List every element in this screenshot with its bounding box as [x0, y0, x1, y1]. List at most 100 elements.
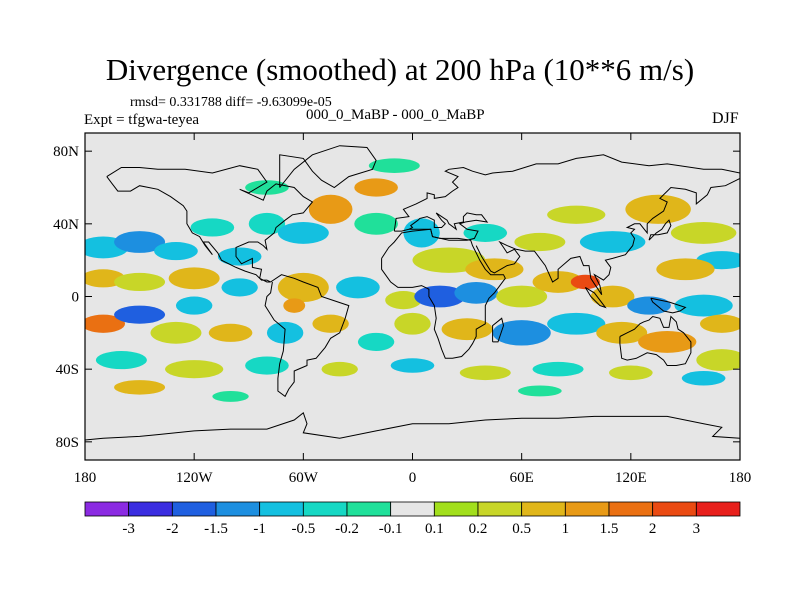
coastline-0: [106, 165, 314, 283]
coastline-6: [475, 177, 740, 295]
colorbar-label-9: 0.5: [512, 521, 531, 537]
colorbar-label-10: 1: [562, 521, 570, 537]
coastline-4: [394, 212, 489, 241]
contour-region-7: [308, 194, 353, 224]
contour-region-5: [248, 212, 286, 235]
contour-region-32: [454, 281, 499, 304]
x-tick-label-6: 180: [729, 470, 752, 486]
coastline-10: [584, 286, 607, 309]
y-tick-label-3: 40S: [56, 362, 79, 378]
coastline-1: [264, 274, 350, 398]
colorbar-swatch-10: [521, 501, 566, 517]
x-tick-label-0: 180: [74, 470, 97, 486]
coastline-5: [381, 228, 506, 359]
coastline-3: [393, 154, 740, 232]
y-tick-label-4: 80S: [56, 435, 79, 451]
colorbar-label-6: -0.1: [379, 521, 403, 537]
colorbar-label-7: 0.1: [425, 521, 444, 537]
colorbar-swatch-5: [302, 501, 348, 517]
coastline-9: [648, 219, 672, 241]
stats-label: rmsd= 0.331788 diff= -9.63099e-05: [130, 95, 332, 110]
colorbar-swatch-3: [215, 501, 261, 517]
contour-region-1: [114, 231, 166, 253]
colorbar-swatch-9: [477, 501, 523, 517]
contour-region-9: [368, 158, 420, 173]
contour-region-54: [696, 349, 740, 371]
contour-region-61: [532, 361, 584, 377]
contour-region-16: [514, 232, 566, 252]
contour-region-24: [114, 272, 166, 292]
y-tick-label-2: 0: [72, 290, 80, 306]
contour-region-51: [547, 312, 606, 335]
contour-region-12: [403, 218, 440, 248]
contour-region-57: [245, 356, 289, 375]
contour-region-42: [175, 296, 213, 315]
contour-region-4: [217, 247, 262, 266]
contour-region-3: [190, 218, 235, 237]
colorbar-label-4: -0.5: [291, 521, 315, 537]
colorbar-swatch-12: [608, 501, 654, 517]
experiment-label: Expt = tfgwa-teyea: [84, 112, 200, 128]
contour-region-20: [670, 222, 737, 244]
colorbar-swatch-7: [390, 501, 435, 517]
contour-region-44: [208, 323, 253, 342]
chart-title: Divergence (smoothed) at 200 hPa (10**6 …: [105, 52, 695, 87]
colorbar-label-1: -2: [166, 521, 179, 537]
contour-region-47: [357, 332, 395, 351]
contour-region-58: [321, 361, 358, 377]
colorbar-label-2: -1.5: [204, 521, 228, 537]
colorbar-swatch-0: [84, 501, 130, 517]
contour-region-66: [212, 390, 249, 402]
colorbar-label-12: 2: [649, 521, 657, 537]
contour-region-43: [150, 321, 202, 344]
case-label: 000_0_MaBP - 000_0_MaBP: [306, 107, 485, 123]
contour-region-30: [385, 291, 422, 310]
colorbar-swatch-2: [171, 501, 217, 517]
contour-region-56: [165, 360, 224, 379]
contour-region-65: [518, 385, 562, 397]
colorbar-swatch-6: [346, 501, 392, 517]
contour-region-52: [596, 321, 648, 344]
contour-region-39: [699, 314, 740, 333]
contour-region-55: [95, 351, 147, 370]
coastline-2: [279, 145, 377, 189]
colorbar-swatch-11: [564, 501, 610, 517]
colorbar-label-5: -0.2: [335, 521, 359, 537]
contour-region-8: [354, 178, 398, 197]
y-tick-label-1: 40N: [53, 217, 79, 233]
y-tick-label-0: 80N: [53, 144, 79, 160]
coastlines: [85, 145, 740, 441]
x-tick-label-3: 0: [409, 470, 417, 486]
coastline-8: [492, 317, 505, 343]
contour-region-53: [638, 331, 697, 353]
contour-region-31: [414, 285, 466, 308]
coastline-7: [619, 315, 692, 366]
coastline-12: [85, 411, 740, 441]
contour-region-41: [114, 305, 166, 324]
x-tick-label-2: 60W: [289, 470, 319, 486]
contour-region-34: [532, 271, 584, 293]
contour-region-40: [85, 314, 126, 333]
contour-region-27: [277, 272, 329, 302]
contour-region-17: [547, 205, 606, 224]
contour-region-25: [168, 267, 220, 290]
colorbar-swatch-1: [128, 501, 173, 517]
contour-region-38: [674, 294, 733, 317]
contour-region-19: [625, 194, 691, 224]
colorbar-swatch-14: [695, 501, 741, 517]
contour-region-33: [496, 285, 548, 308]
contour-region-59: [390, 358, 435, 373]
contour-region-11: [354, 212, 398, 235]
colorbar-label-13: 3: [693, 521, 701, 537]
colorbar-swatch-4: [259, 501, 304, 517]
contour-region-14: [465, 258, 524, 281]
colorbar-label-3: -1: [253, 521, 266, 537]
contour-region-35: [570, 274, 600, 290]
colorbar-label-11: 1.5: [600, 521, 619, 537]
contour-region-60: [459, 365, 511, 381]
contour-region-28: [283, 298, 306, 313]
contour-region-22: [656, 258, 715, 281]
contour-region-63: [681, 370, 726, 386]
contour-region-6: [277, 222, 329, 244]
contour-region-49: [441, 318, 493, 341]
